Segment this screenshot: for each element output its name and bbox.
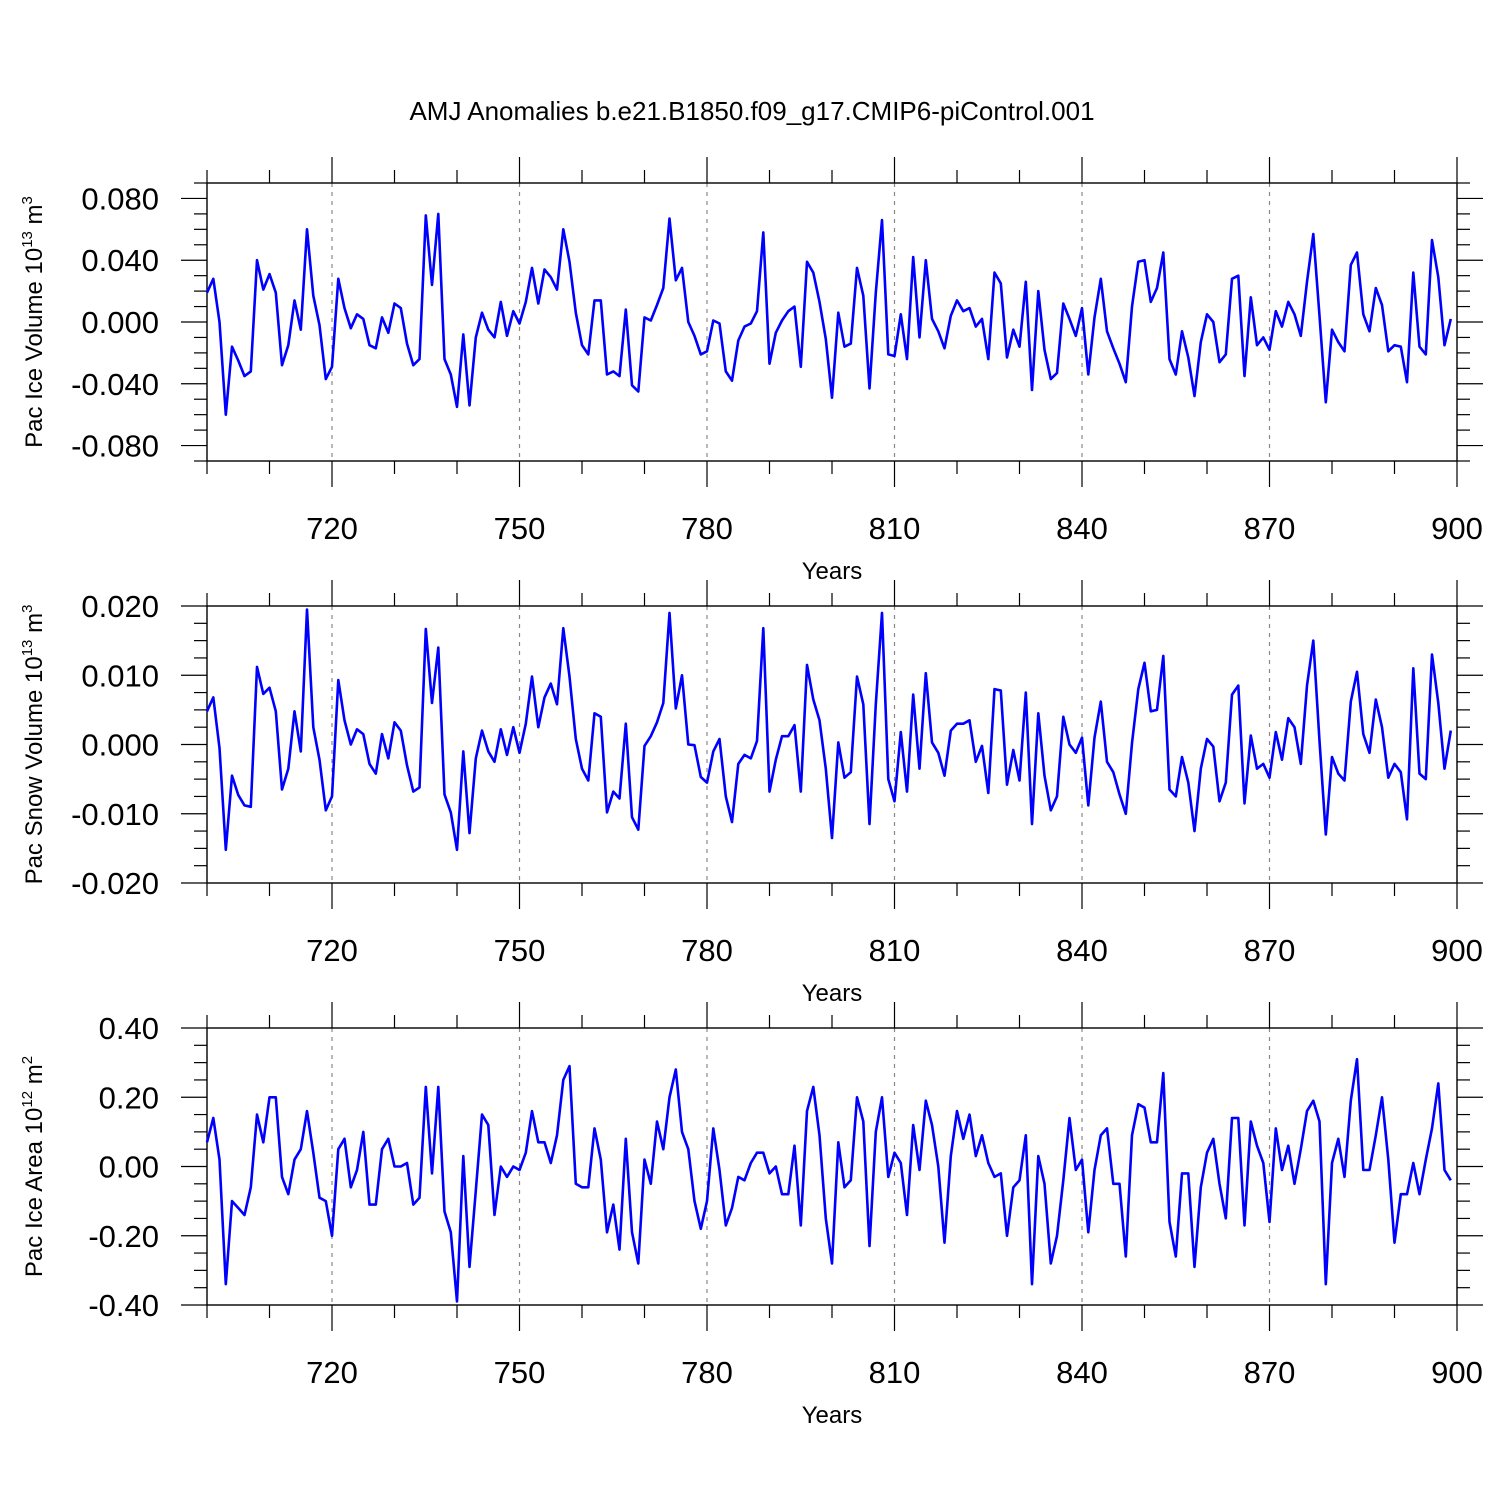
x-tick-label: 720 — [306, 933, 358, 968]
y-tick-label: -0.040 — [71, 367, 159, 402]
y-axis-label: Pac Ice Area 1012 m2 — [19, 1056, 48, 1277]
series-line — [205, 1057, 1452, 1303]
y-axis-label-exponent: 13 — [19, 640, 36, 657]
y-tick-label: 0.040 — [81, 243, 159, 278]
y-axis-label-unit-exponent: 3 — [19, 605, 36, 613]
x-tick-label: 870 — [1244, 511, 1296, 546]
figure-title: AMJ Anomalies b.e21.B1850.f09_g17.CMIP6-… — [409, 96, 1094, 126]
panel-ice-volume: 720 750 780 810 840 870 900 Years -0.080 -0.040 0.… — [19, 157, 1483, 585]
x-tick-label: 810 — [869, 1355, 921, 1390]
y-tick-label: 0.000 — [81, 728, 159, 763]
y-tick-label: 0.00 — [99, 1150, 159, 1185]
x-tick-label: 870 — [1244, 1355, 1296, 1390]
x-tick-label: 840 — [1056, 1355, 1108, 1390]
y-axis-label-unit: m — [21, 1064, 48, 1091]
panel-ice-area: 720 750 780 810 840 870 900 Years -0.40 -0.20 0.00… — [19, 1002, 1483, 1429]
x-tick-label: 840 — [1056, 933, 1108, 968]
x-tick-label: 780 — [681, 1355, 733, 1390]
y-tick-label: 0.010 — [81, 658, 159, 693]
y-axis-label-unit: m — [21, 204, 48, 231]
x-tick-label: 750 — [494, 1355, 546, 1390]
x-axis-label: Years — [802, 558, 863, 585]
x-tick-label: 900 — [1431, 1355, 1483, 1390]
y-tick-label: 0.020 — [81, 589, 159, 624]
panel-snow-volume: 720 750 780 810 840 870 900 Years -0.020 -0.010 0.… — [19, 580, 1483, 1007]
y-tick-label: -0.40 — [88, 1288, 159, 1323]
x-tick-label: 810 — [869, 933, 921, 968]
y-axis-label-base: Pac Ice Area 10 — [21, 1108, 48, 1277]
series-line — [205, 608, 1453, 852]
y-axis-label-base: Pac Snow Volume 10 — [21, 656, 48, 884]
y-tick-label: 0.40 — [99, 1011, 159, 1046]
x-tick-label: 780 — [681, 933, 733, 968]
x-tick-label: 900 — [1431, 511, 1483, 546]
y-axis-label: Pac Ice Volume 1013 m3 — [19, 196, 48, 448]
y-axis-label-base: Pac Ice Volume 10 — [21, 248, 48, 448]
x-tick-label: 900 — [1431, 933, 1483, 968]
y-tick-label: -0.080 — [71, 429, 159, 464]
y-axis-label-unit-exponent: 2 — [19, 1056, 36, 1064]
y-tick-label: 0.000 — [81, 305, 159, 340]
x-tick-label: 720 — [306, 1355, 358, 1390]
x-tick-label: 750 — [494, 511, 546, 546]
x-tick-label: 840 — [1056, 511, 1108, 546]
y-tick-label: -0.20 — [88, 1219, 159, 1254]
y-axis-label: Pac Snow Volume 1013 m3 — [19, 605, 48, 885]
x-tick-label: 750 — [494, 933, 546, 968]
x-tick-label: 780 — [681, 511, 733, 546]
y-axis-label-exponent: 12 — [19, 1091, 36, 1108]
x-tick-label: 720 — [306, 511, 358, 546]
y-axis-label-unit-exponent: 3 — [19, 196, 36, 204]
x-axis-label: Years — [802, 980, 863, 1007]
x-tick-label: 810 — [869, 511, 921, 546]
y-tick-label: 0.20 — [99, 1080, 159, 1115]
x-tick-label: 870 — [1244, 933, 1296, 968]
y-tick-label: -0.020 — [71, 866, 159, 901]
y-axis-label-unit: m — [21, 613, 48, 640]
series-line — [205, 212, 1453, 417]
y-tick-label: -0.010 — [71, 797, 159, 832]
y-tick-label: 0.080 — [81, 181, 159, 216]
x-axis-label: Years — [802, 1402, 863, 1429]
y-axis-label-exponent: 13 — [19, 231, 36, 248]
